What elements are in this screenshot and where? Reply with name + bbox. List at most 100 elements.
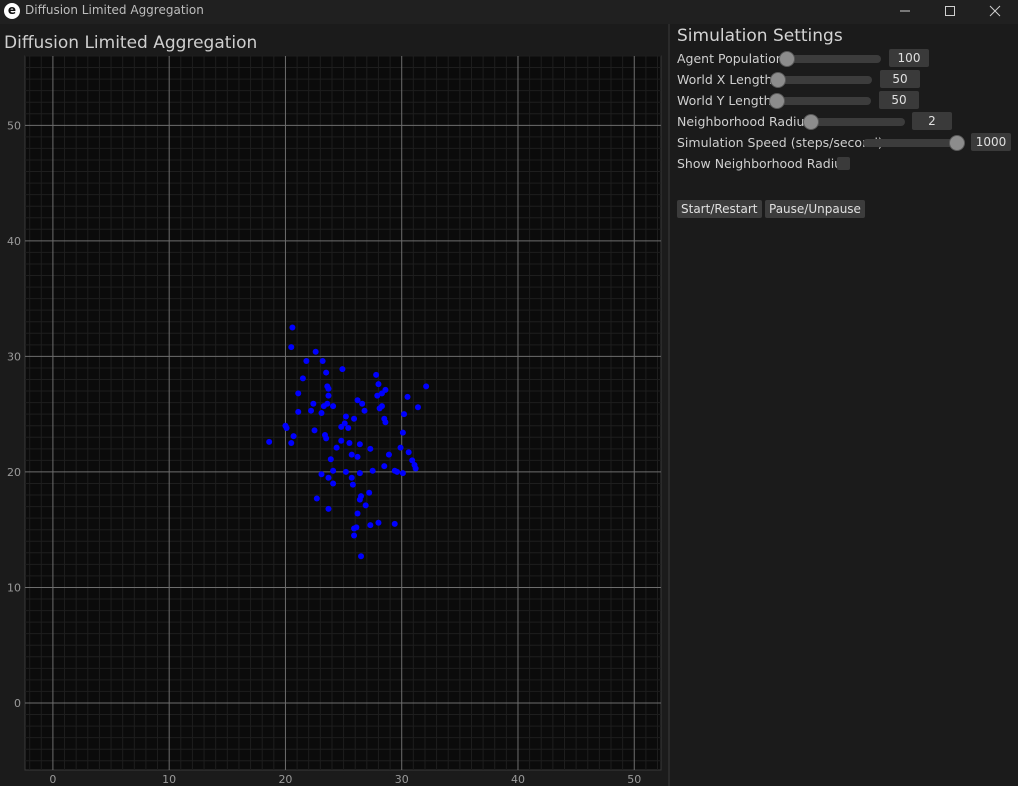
data-point bbox=[330, 403, 337, 410]
data-point bbox=[351, 532, 358, 539]
agent-population-value[interactable]: 100 bbox=[889, 49, 929, 67]
x-tick-label: 30 bbox=[395, 773, 409, 786]
plot-area bbox=[24, 55, 662, 771]
y-tick-label: 10 bbox=[7, 581, 21, 594]
data-point bbox=[391, 467, 398, 474]
settings-panel: Simulation Settings Agent Population 100… bbox=[670, 24, 1018, 786]
window-title: Diffusion Limited Aggregation bbox=[25, 3, 204, 17]
data-point bbox=[356, 470, 363, 477]
world-y-slider[interactable] bbox=[769, 93, 871, 109]
data-point bbox=[391, 520, 398, 527]
neighborhood-radius-value[interactable]: 2 bbox=[912, 112, 952, 130]
data-point bbox=[323, 435, 330, 442]
data-point bbox=[378, 390, 385, 397]
maximize-button[interactable] bbox=[927, 0, 973, 22]
neighborhood-radius-slider[interactable] bbox=[803, 114, 905, 130]
data-point bbox=[374, 392, 381, 399]
pause-unpause-button[interactable]: Pause/Unpause bbox=[765, 200, 865, 218]
data-point bbox=[361, 407, 368, 414]
data-point bbox=[356, 496, 363, 503]
data-point bbox=[399, 429, 406, 436]
data-point bbox=[308, 407, 315, 414]
sim-speed-value[interactable]: 1000 bbox=[971, 133, 1011, 151]
data-point bbox=[325, 385, 332, 392]
x-tick-label: 40 bbox=[511, 773, 525, 786]
agent-population-slider[interactable] bbox=[779, 51, 881, 67]
settings-title: Simulation Settings bbox=[677, 26, 843, 46]
panel-divider[interactable] bbox=[668, 24, 670, 786]
data-point bbox=[312, 348, 319, 355]
data-point bbox=[351, 415, 358, 422]
neighborhood-radius-label: Neighborhood Radius bbox=[677, 114, 811, 129]
data-point bbox=[330, 467, 337, 474]
show-radius-checkbox[interactable] bbox=[837, 157, 850, 170]
data-point bbox=[325, 505, 332, 512]
world-x-slider[interactable] bbox=[770, 72, 872, 88]
y-tick-label: 0 bbox=[14, 697, 21, 710]
data-point bbox=[348, 451, 355, 458]
data-point bbox=[359, 400, 366, 407]
data-point bbox=[356, 441, 363, 448]
data-point bbox=[375, 519, 382, 526]
data-point bbox=[333, 444, 340, 451]
world-x-value[interactable]: 50 bbox=[880, 70, 920, 88]
data-point bbox=[423, 383, 430, 390]
sim-speed-slider-knob[interactable] bbox=[949, 135, 965, 151]
maximize-icon bbox=[945, 6, 955, 16]
data-point bbox=[323, 369, 330, 376]
x-tick-label: 10 bbox=[162, 773, 176, 786]
world-y-slider-knob[interactable] bbox=[769, 93, 785, 109]
data-point bbox=[325, 474, 332, 481]
close-button[interactable] bbox=[972, 0, 1018, 22]
data-point bbox=[354, 397, 361, 404]
data-point bbox=[375, 381, 382, 388]
agent-population-label: Agent Population bbox=[677, 51, 784, 66]
show-radius-row: Show Neighborhood Radius bbox=[677, 154, 1017, 175]
scatter-plot[interactable]: 0 10 20 30 40 50 0 10 20 30 40 50 bbox=[0, 24, 668, 786]
data-point bbox=[401, 411, 408, 418]
data-point bbox=[313, 495, 320, 502]
world-y-label: World Y Length bbox=[677, 93, 772, 108]
data-point bbox=[266, 438, 273, 445]
world-x-label: World X Length bbox=[677, 72, 773, 87]
y-tick-label: 20 bbox=[7, 466, 21, 479]
data-point bbox=[405, 449, 412, 456]
data-point bbox=[366, 489, 373, 496]
data-point bbox=[327, 456, 334, 463]
minimize-icon bbox=[900, 10, 910, 12]
data-point bbox=[399, 470, 406, 477]
agent-population-slider-knob[interactable] bbox=[779, 51, 795, 67]
neighborhood-radius-row: Neighborhood Radius 2 bbox=[677, 112, 1017, 133]
start-restart-button[interactable]: Start/Restart bbox=[677, 200, 762, 218]
world-y-value[interactable]: 50 bbox=[879, 91, 919, 109]
data-point bbox=[367, 445, 374, 452]
sim-speed-slider[interactable] bbox=[863, 135, 965, 151]
world-x-row: World X Length 50 bbox=[677, 70, 1017, 91]
data-point bbox=[295, 408, 302, 415]
data-point bbox=[290, 433, 297, 440]
data-point bbox=[288, 344, 295, 351]
data-point bbox=[345, 425, 352, 432]
world-x-slider-knob[interactable] bbox=[770, 72, 786, 88]
neighborhood-radius-slider-knob[interactable] bbox=[803, 114, 819, 130]
data-point bbox=[382, 419, 389, 426]
data-point bbox=[348, 474, 355, 481]
data-point bbox=[295, 390, 302, 397]
x-tick-label: 0 bbox=[49, 773, 56, 786]
data-point bbox=[354, 510, 361, 517]
x-tick-label: 50 bbox=[627, 773, 641, 786]
agent-population-row: Agent Population 100 bbox=[677, 49, 1017, 70]
data-point bbox=[362, 502, 369, 509]
data-point bbox=[318, 410, 325, 416]
show-radius-label: Show Neighborhood Radius bbox=[677, 156, 849, 171]
data-point bbox=[412, 465, 419, 472]
minimize-button[interactable] bbox=[882, 0, 928, 22]
plot-title: Diffusion Limited Aggregation bbox=[4, 33, 258, 53]
data-point bbox=[369, 467, 376, 474]
close-icon bbox=[989, 5, 1001, 17]
data-point bbox=[358, 553, 365, 560]
data-point bbox=[288, 440, 295, 447]
data-point bbox=[354, 453, 361, 460]
data-point bbox=[342, 413, 349, 420]
data-point bbox=[349, 481, 356, 488]
